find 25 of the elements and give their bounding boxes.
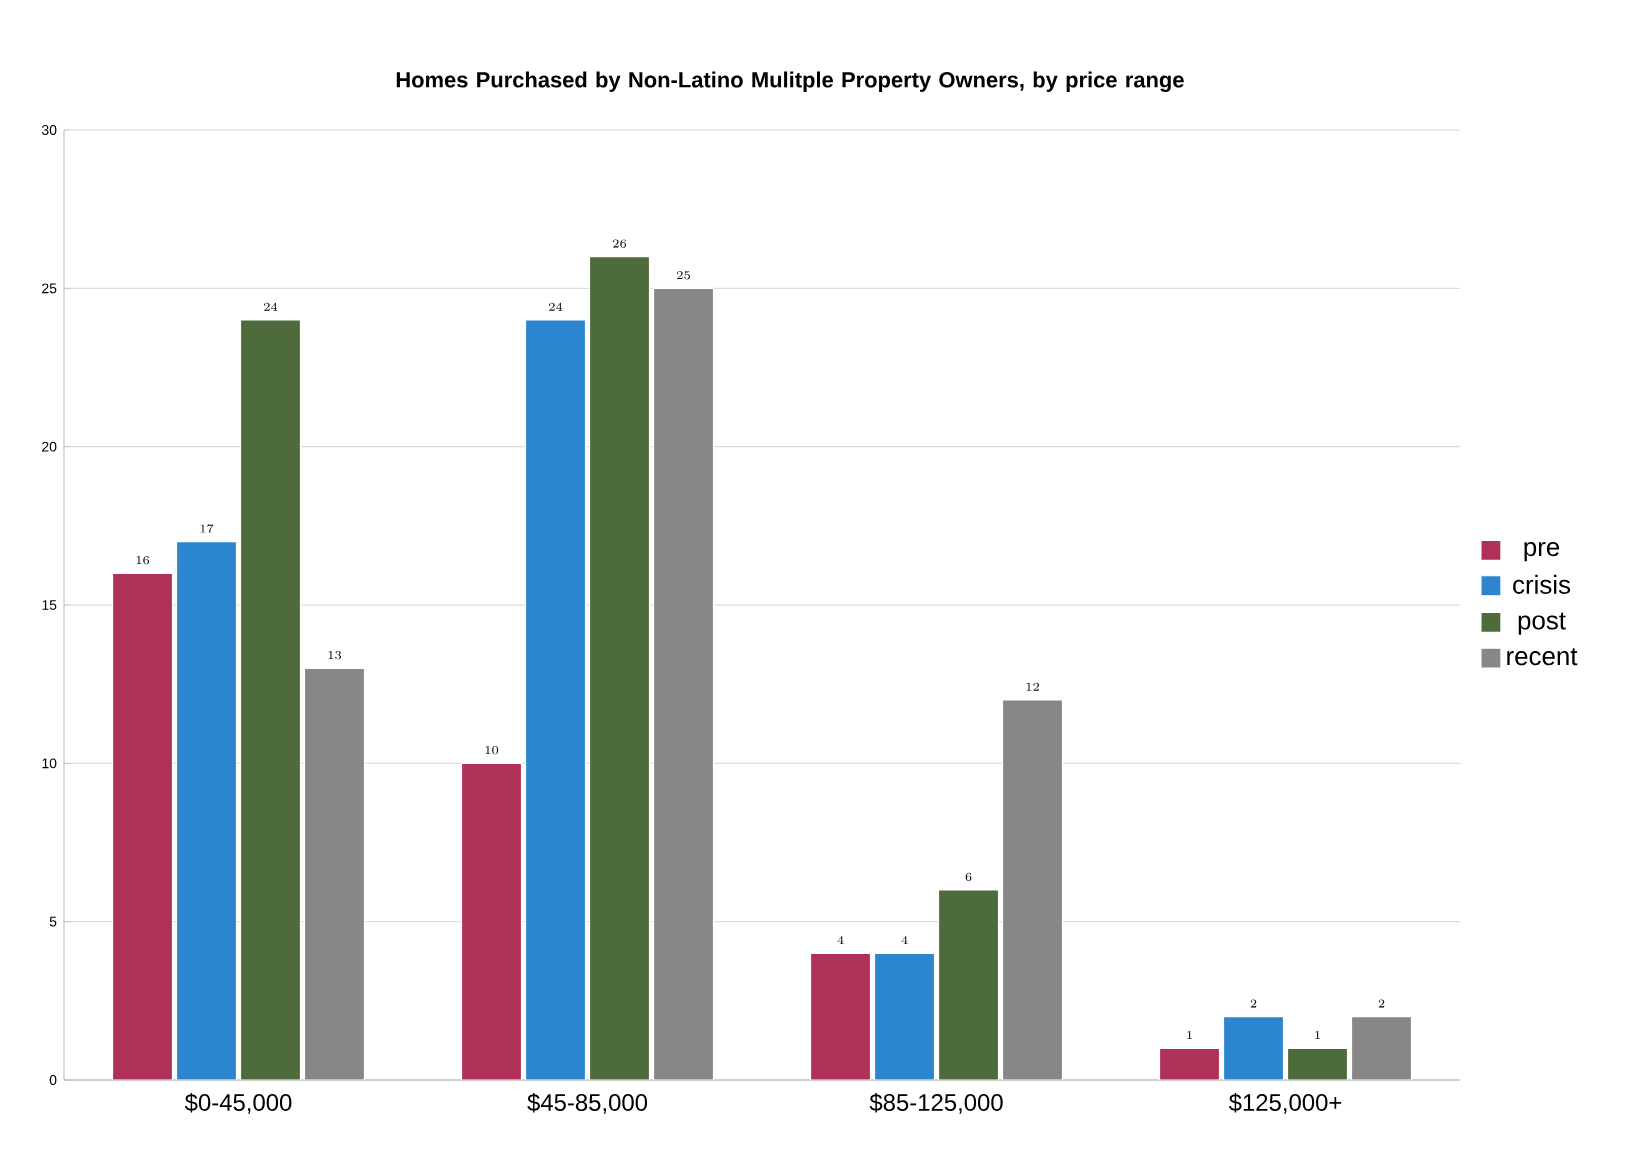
legend-label: post (1518, 612, 1566, 635)
bar (588, 256, 651, 1080)
bar (1286, 1047, 1349, 1080)
bar (303, 667, 366, 1080)
legend-label: recent (1507, 648, 1578, 666)
x-tick-label: $125,000+ (1228, 1093, 1342, 1114)
bar (1350, 1016, 1413, 1080)
bar (1001, 699, 1064, 1080)
x-tick-label: $45-85,000 (527, 1093, 648, 1114)
legend-label: pre (1524, 541, 1560, 562)
chart-title: Homes Purchased by Non-Latino Mulitple Property Owners, by price range (396, 71, 1184, 92)
bar (524, 319, 587, 1080)
bar (873, 952, 936, 1080)
bar (652, 287, 715, 1080)
bar (175, 541, 238, 1080)
bar (809, 952, 872, 1080)
bar (1222, 1016, 1285, 1080)
bar (239, 319, 302, 1080)
legend-label: crisis (1513, 574, 1571, 594)
bar (460, 762, 523, 1080)
x-tick-label: $0-45,000 (184, 1093, 292, 1114)
bar (111, 572, 174, 1080)
x-tick-label: $85-125,000 (869, 1093, 1003, 1114)
bar (1158, 1047, 1221, 1080)
bar (937, 889, 1000, 1080)
